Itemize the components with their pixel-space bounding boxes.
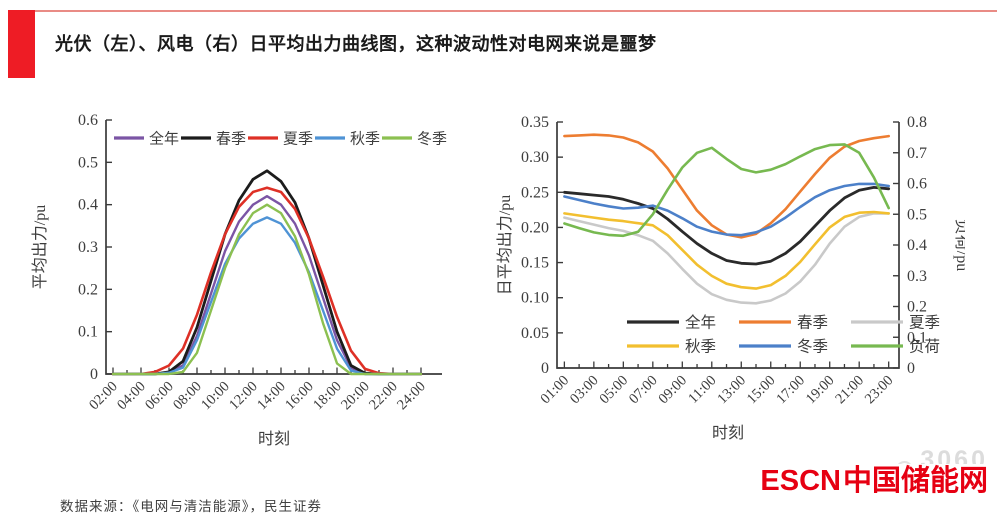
- series-line-负荷: [563, 143, 891, 238]
- x-tick-label: 08:00: [170, 379, 205, 414]
- escn-logo: ESCN中国储能网: [760, 464, 988, 498]
- x-tick-label: 19:00: [803, 373, 838, 408]
- x-tick-label: 20:00: [338, 379, 373, 414]
- carbon-3060-watermark: 3060: [760, 443, 988, 464]
- x-axis-title: 时刻: [258, 430, 290, 448]
- x-tick-label: 14:00: [254, 379, 289, 414]
- series-line-夏季: [111, 186, 423, 376]
- x-tick-label: 16:00: [282, 379, 317, 414]
- axes: [105, 120, 442, 375]
- series-line-冬季: [111, 203, 423, 376]
- y-tick-label: 0.1: [78, 324, 98, 341]
- y2-tick-label: 0.4: [907, 237, 927, 254]
- logo-latin-text: ESCN: [760, 465, 841, 497]
- top-divider-line: [8, 10, 997, 12]
- x-tick-label: 15:00: [744, 373, 779, 408]
- brand-area: 3060 ESCN中国储能网: [760, 443, 988, 498]
- y2-tick-label: 0: [907, 360, 915, 377]
- charts-area: 0 0.1 0.2 0.3 0.4 0.5 0.6 02:00 04:00 06:00 08:00 1…: [30, 100, 971, 460]
- page-title: 光伏（左）、风电（右）日平均出力曲线图，这种波动性对电网来说是噩梦: [55, 34, 657, 54]
- y2-tick-label: 0.5: [907, 206, 927, 223]
- series-line-全年: [111, 194, 423, 376]
- watermark-text: 3060: [920, 446, 988, 464]
- wind-daily-output-chart: 0 0.05 0.10 0.15 0.20 0.25 0.30 0.35 0 0.1 0.2 0.3 0…: [495, 100, 971, 460]
- x-tick-label: 01:00: [538, 373, 573, 408]
- y-tick-label: 0: [541, 360, 549, 377]
- y-tick-label: 0.20: [521, 219, 549, 236]
- x-tick-label: 02:00: [86, 379, 121, 414]
- pv-daily-output-chart: 0 0.1 0.2 0.3 0.4 0.5 0.6 02:00 04:00 06:00 08:00 1…: [30, 100, 470, 460]
- legend-label-全年: 全年: [685, 314, 716, 332]
- x-tick-label: 06:00: [142, 379, 177, 414]
- x-tick-label: 07:00: [626, 373, 661, 408]
- x-tick-label: 09:00: [655, 373, 690, 408]
- x-tick-label: 22:00: [366, 379, 401, 414]
- legend-label-秋季: 秋季: [350, 131, 380, 148]
- y-tick-label: 0.5: [78, 154, 98, 171]
- series-line-夏季: [563, 212, 891, 305]
- y-tick-label: 0.6: [78, 112, 98, 129]
- legend-label-冬季: 冬季: [417, 131, 447, 148]
- red-accent-block: [8, 10, 35, 78]
- legend-label-夏季: 夏季: [283, 131, 313, 148]
- series-line-春季: [111, 169, 423, 376]
- y-tick-label: 0.2: [78, 281, 98, 298]
- y-tick-label: 0.30: [521, 149, 549, 166]
- x-tick-label: 11:00: [685, 373, 719, 407]
- y2-axis-title: 负荷/pu: [953, 219, 965, 271]
- y-tick-label: 0.10: [521, 290, 549, 307]
- x-tick-label: 18:00: [310, 379, 345, 414]
- x-tick-label: 10:00: [198, 379, 233, 414]
- x-tick-label: 13:00: [714, 373, 749, 408]
- y2-tick-label: 0.1: [907, 329, 927, 346]
- y-tick-label: 0.15: [521, 255, 549, 272]
- y-axis-title: 平均出力/pu: [31, 205, 49, 289]
- series-line-全年: [563, 186, 891, 266]
- y2-tick-label: 0.2: [907, 299, 927, 316]
- x-tick-label: 21:00: [832, 373, 867, 408]
- y-tick-label: 0.05: [521, 325, 549, 342]
- x-tick-label: 23:00: [862, 373, 897, 408]
- y2-tick-label: 0.3: [907, 268, 927, 285]
- wind-chart-svg: 0 0.05 0.10 0.15 0.20 0.25 0.30 0.35 0 0.1 0.2 0.3 0…: [496, 114, 971, 442]
- x-tick-label: 03:00: [567, 373, 602, 408]
- y-tick-label: 0.25: [521, 184, 549, 201]
- legend-label-负荷: 负荷: [909, 338, 940, 356]
- pv-chart-svg: 00.10.20.30.40.50.602:0004:0006:0008:001…: [31, 112, 447, 448]
- y-tick-label: 0: [90, 366, 98, 383]
- legend-label-全年: 全年: [149, 130, 179, 148]
- legend-label-夏季: 夏季: [909, 314, 940, 332]
- logo-cjk-text: 中国储能网: [842, 465, 988, 497]
- y2-tick-label: 0.6: [907, 176, 927, 193]
- legend-label-冬季: 冬季: [797, 338, 828, 356]
- x-tick-label: 17:00: [773, 373, 808, 408]
- y2-tick-label: 0.8: [907, 114, 927, 131]
- x-tick-label: 12:00: [226, 379, 261, 414]
- emblem-icon: [896, 461, 914, 464]
- x-tick-label: 24:00: [394, 379, 429, 414]
- x-tick-label: 04:00: [114, 379, 149, 414]
- y-axis-title: 日平均出力/pu: [496, 195, 514, 295]
- series-line-冬季: [563, 182, 891, 237]
- data-source-note: 数据来源：《电网与清洁能源》，民生证券: [60, 499, 322, 514]
- y-tick-label: 0.35: [521, 114, 549, 131]
- legend-label-春季: 春季: [216, 131, 246, 148]
- y2-tick-label: 0.7: [907, 145, 927, 162]
- x-tick-label: 05:00: [596, 373, 631, 408]
- y-tick-label: 0.3: [78, 239, 98, 256]
- y-tick-label: 0.4: [78, 197, 98, 214]
- legend-label-春季: 春季: [797, 314, 828, 332]
- series-line-秋季: [563, 210, 891, 290]
- legend-label-秋季: 秋季: [685, 338, 716, 356]
- x-axis-title: 时刻: [712, 424, 744, 442]
- series-line-秋季: [111, 216, 423, 376]
